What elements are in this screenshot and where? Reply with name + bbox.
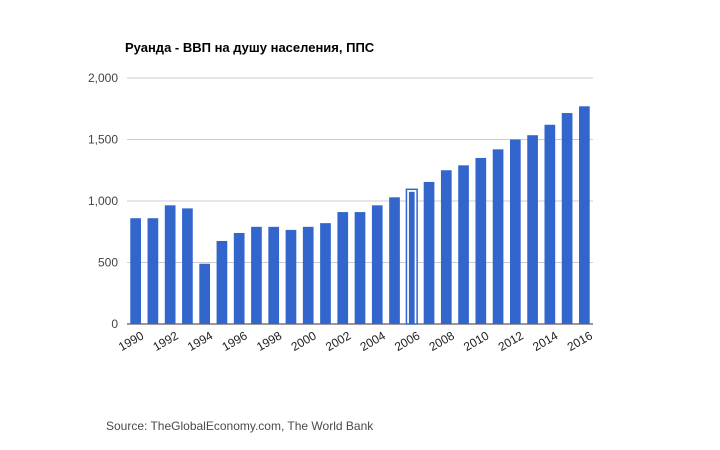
bar-2009[interactable] (458, 165, 469, 324)
bar-1994[interactable] (199, 263, 211, 324)
x-tick-label: 1990 (116, 328, 146, 354)
x-tick-label: 2008 (427, 328, 457, 354)
bar-2003[interactable] (354, 212, 366, 324)
x-tick-label: 2004 (358, 328, 388, 354)
bar-2005[interactable] (389, 197, 400, 324)
bar-1995[interactable] (216, 240, 228, 324)
y-tick-label: 500 (98, 256, 118, 270)
x-tick-label: 2000 (289, 328, 319, 354)
x-tick-label: 2016 (565, 328, 595, 354)
bar-2011[interactable] (492, 149, 504, 324)
bar-2001[interactable] (320, 223, 331, 324)
bar-1999[interactable] (285, 229, 297, 324)
bar-1992[interactable] (164, 205, 176, 324)
chart-title: Руанда - ВВП на душу населения, ППС (125, 40, 375, 55)
bar-2015[interactable] (561, 113, 573, 325)
bar-2010[interactable] (475, 157, 487, 324)
bar-2016[interactable] (579, 106, 590, 324)
y-tick-label: 1,500 (88, 133, 118, 147)
x-tick-label: 2002 (323, 328, 353, 354)
bar-2002[interactable] (337, 212, 349, 324)
bar-2013[interactable] (527, 135, 538, 324)
bars (130, 106, 590, 325)
x-tick-label: 2010 (461, 328, 491, 354)
x-tick-label: 1998 (254, 328, 284, 354)
bar-2004[interactable] (371, 205, 383, 324)
x-tick-label: 2014 (530, 328, 560, 354)
bar-2006-highlight-fill (408, 191, 415, 324)
x-axis-ticks: 1990 1992 1994 1996 1998 2000 2002 2004 2006 2008… (116, 328, 595, 354)
x-tick-label: 1992 (151, 328, 181, 354)
bar-2000[interactable] (302, 226, 314, 324)
y-tick-label: 0 (111, 317, 118, 331)
bar-2012[interactable] (509, 139, 521, 325)
bar-1997[interactable] (251, 226, 262, 324)
y-axis-ticks: 0 500 1,000 1,500 2,000 (88, 71, 118, 331)
bar-2008[interactable] (440, 170, 452, 324)
bar-1993[interactable] (182, 208, 193, 324)
bar-1990[interactable] (130, 218, 141, 324)
bar-2007[interactable] (423, 181, 435, 324)
x-tick-label: 1996 (220, 328, 250, 354)
x-tick-label: 1994 (185, 328, 215, 354)
source-note: Source: TheGlobalEconomy.com, The World … (106, 419, 374, 433)
bar-1996[interactable] (233, 232, 245, 324)
bar-1998[interactable] (268, 226, 280, 324)
y-tick-label: 1,000 (88, 194, 118, 208)
x-tick-label: 2012 (496, 328, 526, 354)
y-tick-label: 2,000 (88, 71, 118, 85)
x-tick-label: 2006 (392, 328, 422, 354)
bar-1991[interactable] (147, 218, 159, 324)
bar-2014[interactable] (544, 124, 556, 325)
